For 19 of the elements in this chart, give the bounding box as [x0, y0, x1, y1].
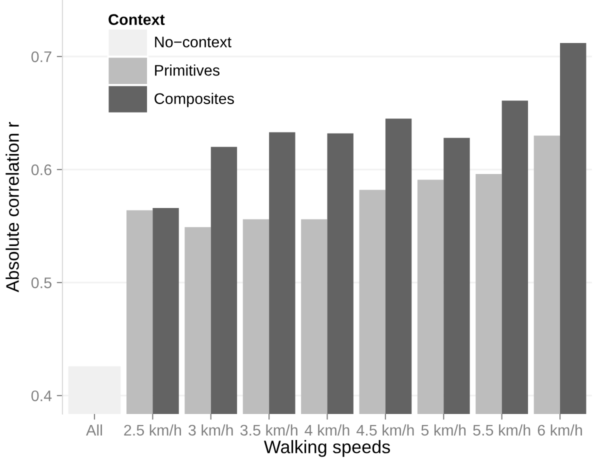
legend-label: Composites [154, 92, 234, 108]
y-tick-label: 0.6 [31, 164, 52, 176]
x-tick-label: 4.5 km/h [356, 424, 414, 436]
x-axis-title: Walking speeds [264, 440, 390, 457]
y-tick-label: 0.5 [31, 277, 52, 288]
x-tick-label: 5.5 km/h [473, 424, 530, 436]
y-tick-label: 0.7 [31, 51, 52, 62]
legend-label: Primitives [155, 64, 220, 76]
legend-label: No−context [155, 36, 232, 48]
legend-title: Context [108, 14, 165, 25]
x-tick-label: All [86, 424, 102, 436]
x-tick-label: 6 km/h [538, 424, 582, 436]
x-tick-label: 3 km/h [188, 424, 233, 436]
x-tick-label: 2.5 km/h [124, 424, 181, 436]
x-tick-label: 5 km/h [421, 424, 466, 436]
y-axis-title: Absolute correlation r [6, 122, 19, 292]
y-tick-label: 0.4 [31, 390, 52, 402]
x-tick-label: 3.5 km/h [240, 424, 298, 436]
x-tick-label: 4 km/h [304, 424, 350, 436]
